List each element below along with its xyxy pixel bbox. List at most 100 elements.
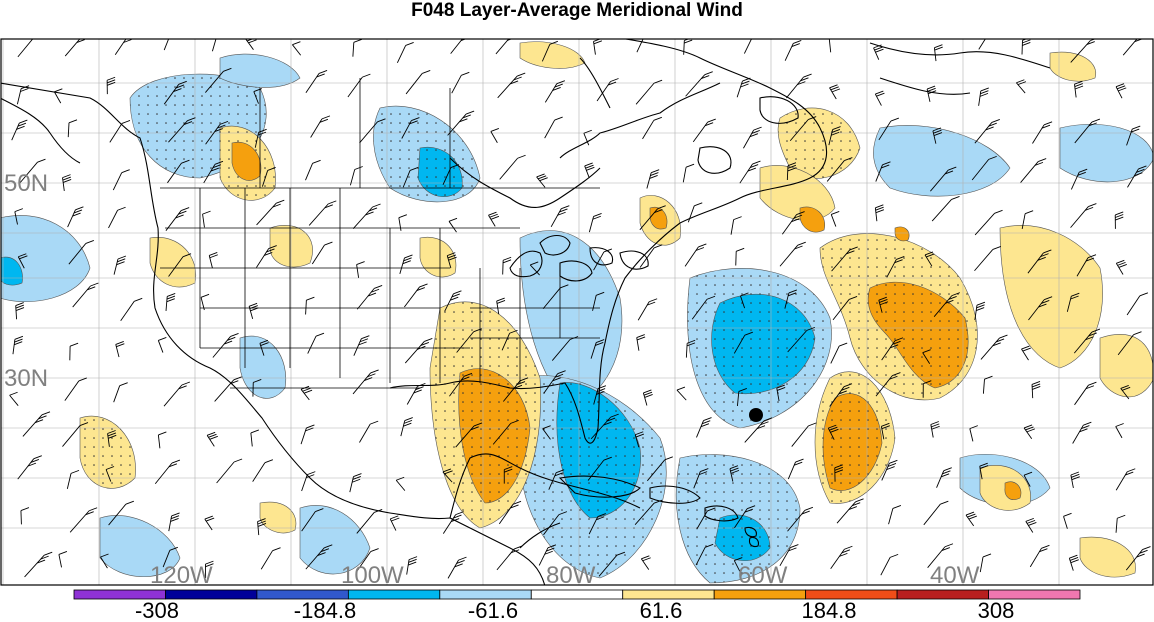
wind-barb-staff — [832, 299, 850, 321]
wind-barb-staff — [307, 335, 317, 354]
wind-barb-flag — [787, 292, 797, 297]
wind-barb — [256, 199, 285, 226]
wind-barb — [1021, 210, 1034, 230]
wind-barb — [743, 126, 762, 149]
colorbar-box — [347, 589, 441, 600]
lon-label-120w: 120W — [150, 562, 213, 586]
wind-barb-staff — [878, 120, 892, 141]
wind-barb-staff — [922, 352, 931, 364]
wind-barb-flag — [795, 458, 804, 463]
wind-barbs — [9, 39, 1151, 579]
wind-barb-staff — [830, 214, 837, 227]
wind-barb-flag — [730, 469, 740, 474]
wind-barb-flag — [107, 79, 116, 84]
wind-barb — [683, 39, 693, 55]
wind-barb-staff — [639, 247, 655, 268]
wind-barb-flag — [328, 200, 337, 205]
wind-barb — [1021, 39, 1031, 55]
wind-barb — [305, 296, 315, 315]
wind-barb-flag — [654, 209, 663, 213]
wind-barb-flag — [513, 384, 523, 389]
wind-barb-flag — [419, 283, 428, 288]
wind-barb — [492, 419, 519, 445]
colorbar-label-5: 184.8 — [801, 598, 856, 622]
wind-barb-flag — [647, 301, 656, 306]
wind-barb-flag — [496, 297, 505, 302]
wind-barb-flag — [934, 46, 943, 51]
wind-barb-flag — [324, 204, 333, 209]
wind-barb-flag — [694, 202, 703, 207]
wind-barb — [400, 417, 413, 437]
wind-barb-staff — [1115, 518, 1118, 533]
wind-barb — [301, 508, 324, 532]
wind-barb-flag — [641, 555, 650, 560]
wind-barb-staff — [634, 502, 655, 526]
wind-barb-flag — [730, 467, 739, 472]
wind-barb — [114, 39, 132, 56]
wind-barb — [1070, 203, 1097, 228]
wind-barb-flag — [554, 83, 563, 88]
wind-barb — [828, 126, 841, 146]
wind-barb-flag — [1079, 428, 1088, 433]
wind-barb — [442, 468, 453, 483]
wind-barb-flag — [593, 39, 602, 42]
wind-barb-flag — [875, 48, 884, 53]
wind-barb-flag — [878, 296, 887, 301]
wind-barb — [744, 417, 773, 443]
wind-barb — [108, 500, 135, 526]
wind-shade-region — [1079, 536, 1136, 578]
wind-barb-flag — [544, 550, 553, 555]
wind-barb — [787, 326, 816, 353]
lon-label-80w: 80W — [546, 562, 596, 586]
coastline-segment — [449, 453, 641, 519]
wind-barb-flag — [927, 90, 937, 95]
wind-barb-staff — [1021, 348, 1029, 361]
wind-barb-flag — [116, 261, 125, 266]
wind-barb-flag — [846, 250, 855, 255]
wind-barb-flag — [519, 377, 529, 382]
wind-barb — [684, 243, 707, 267]
wind-barb-flag — [230, 380, 239, 385]
wind-barb — [685, 71, 713, 97]
wind-barb-staff — [1063, 516, 1068, 529]
wind-barb-staff — [542, 287, 561, 310]
wind-barb — [978, 39, 986, 50]
wind-barb-staff — [541, 44, 551, 62]
wind-barb — [167, 159, 190, 184]
wind-barb-staff — [64, 39, 81, 57]
wind-barb-flag — [510, 419, 519, 424]
wind-barb — [598, 551, 626, 577]
wind-barb-flag — [616, 551, 626, 556]
wind-barb — [446, 252, 457, 269]
wind-barb-flag — [361, 335, 370, 340]
wind-barb-flag — [257, 520, 266, 525]
wind-barb-flag — [205, 517, 215, 522]
wind-barb-flag — [794, 245, 803, 250]
wind-barb-flag — [886, 466, 895, 470]
wind-barb — [590, 413, 619, 440]
wind-barb — [828, 39, 832, 53]
wind-barb — [120, 297, 143, 322]
wind-barb — [933, 292, 960, 317]
wind-barb — [399, 254, 413, 274]
wind-barb — [1020, 158, 1047, 183]
wind-barb — [639, 205, 666, 231]
wind-barb — [9, 391, 19, 406]
wind-barb-staff — [216, 461, 235, 484]
wind-barb-flag — [733, 216, 742, 221]
wind-barb — [878, 296, 889, 313]
wind-barb-flag — [569, 336, 579, 340]
wind-barb — [1027, 249, 1052, 274]
wind-barb — [541, 40, 558, 62]
wind-barb — [974, 209, 1003, 236]
wind-barb-flag — [257, 518, 266, 522]
wind-barb-flag — [315, 508, 324, 512]
wind-barb — [971, 155, 997, 181]
wind-barb-flag — [79, 422, 89, 426]
wind-barb — [448, 217, 458, 233]
lat-label-30n: 30N — [4, 365, 48, 392]
wind-barb-flag — [552, 377, 561, 382]
wind-barb-flag — [230, 333, 239, 337]
wind-barb-flag — [20, 88, 29, 92]
wind-barb-flag — [181, 207, 190, 211]
